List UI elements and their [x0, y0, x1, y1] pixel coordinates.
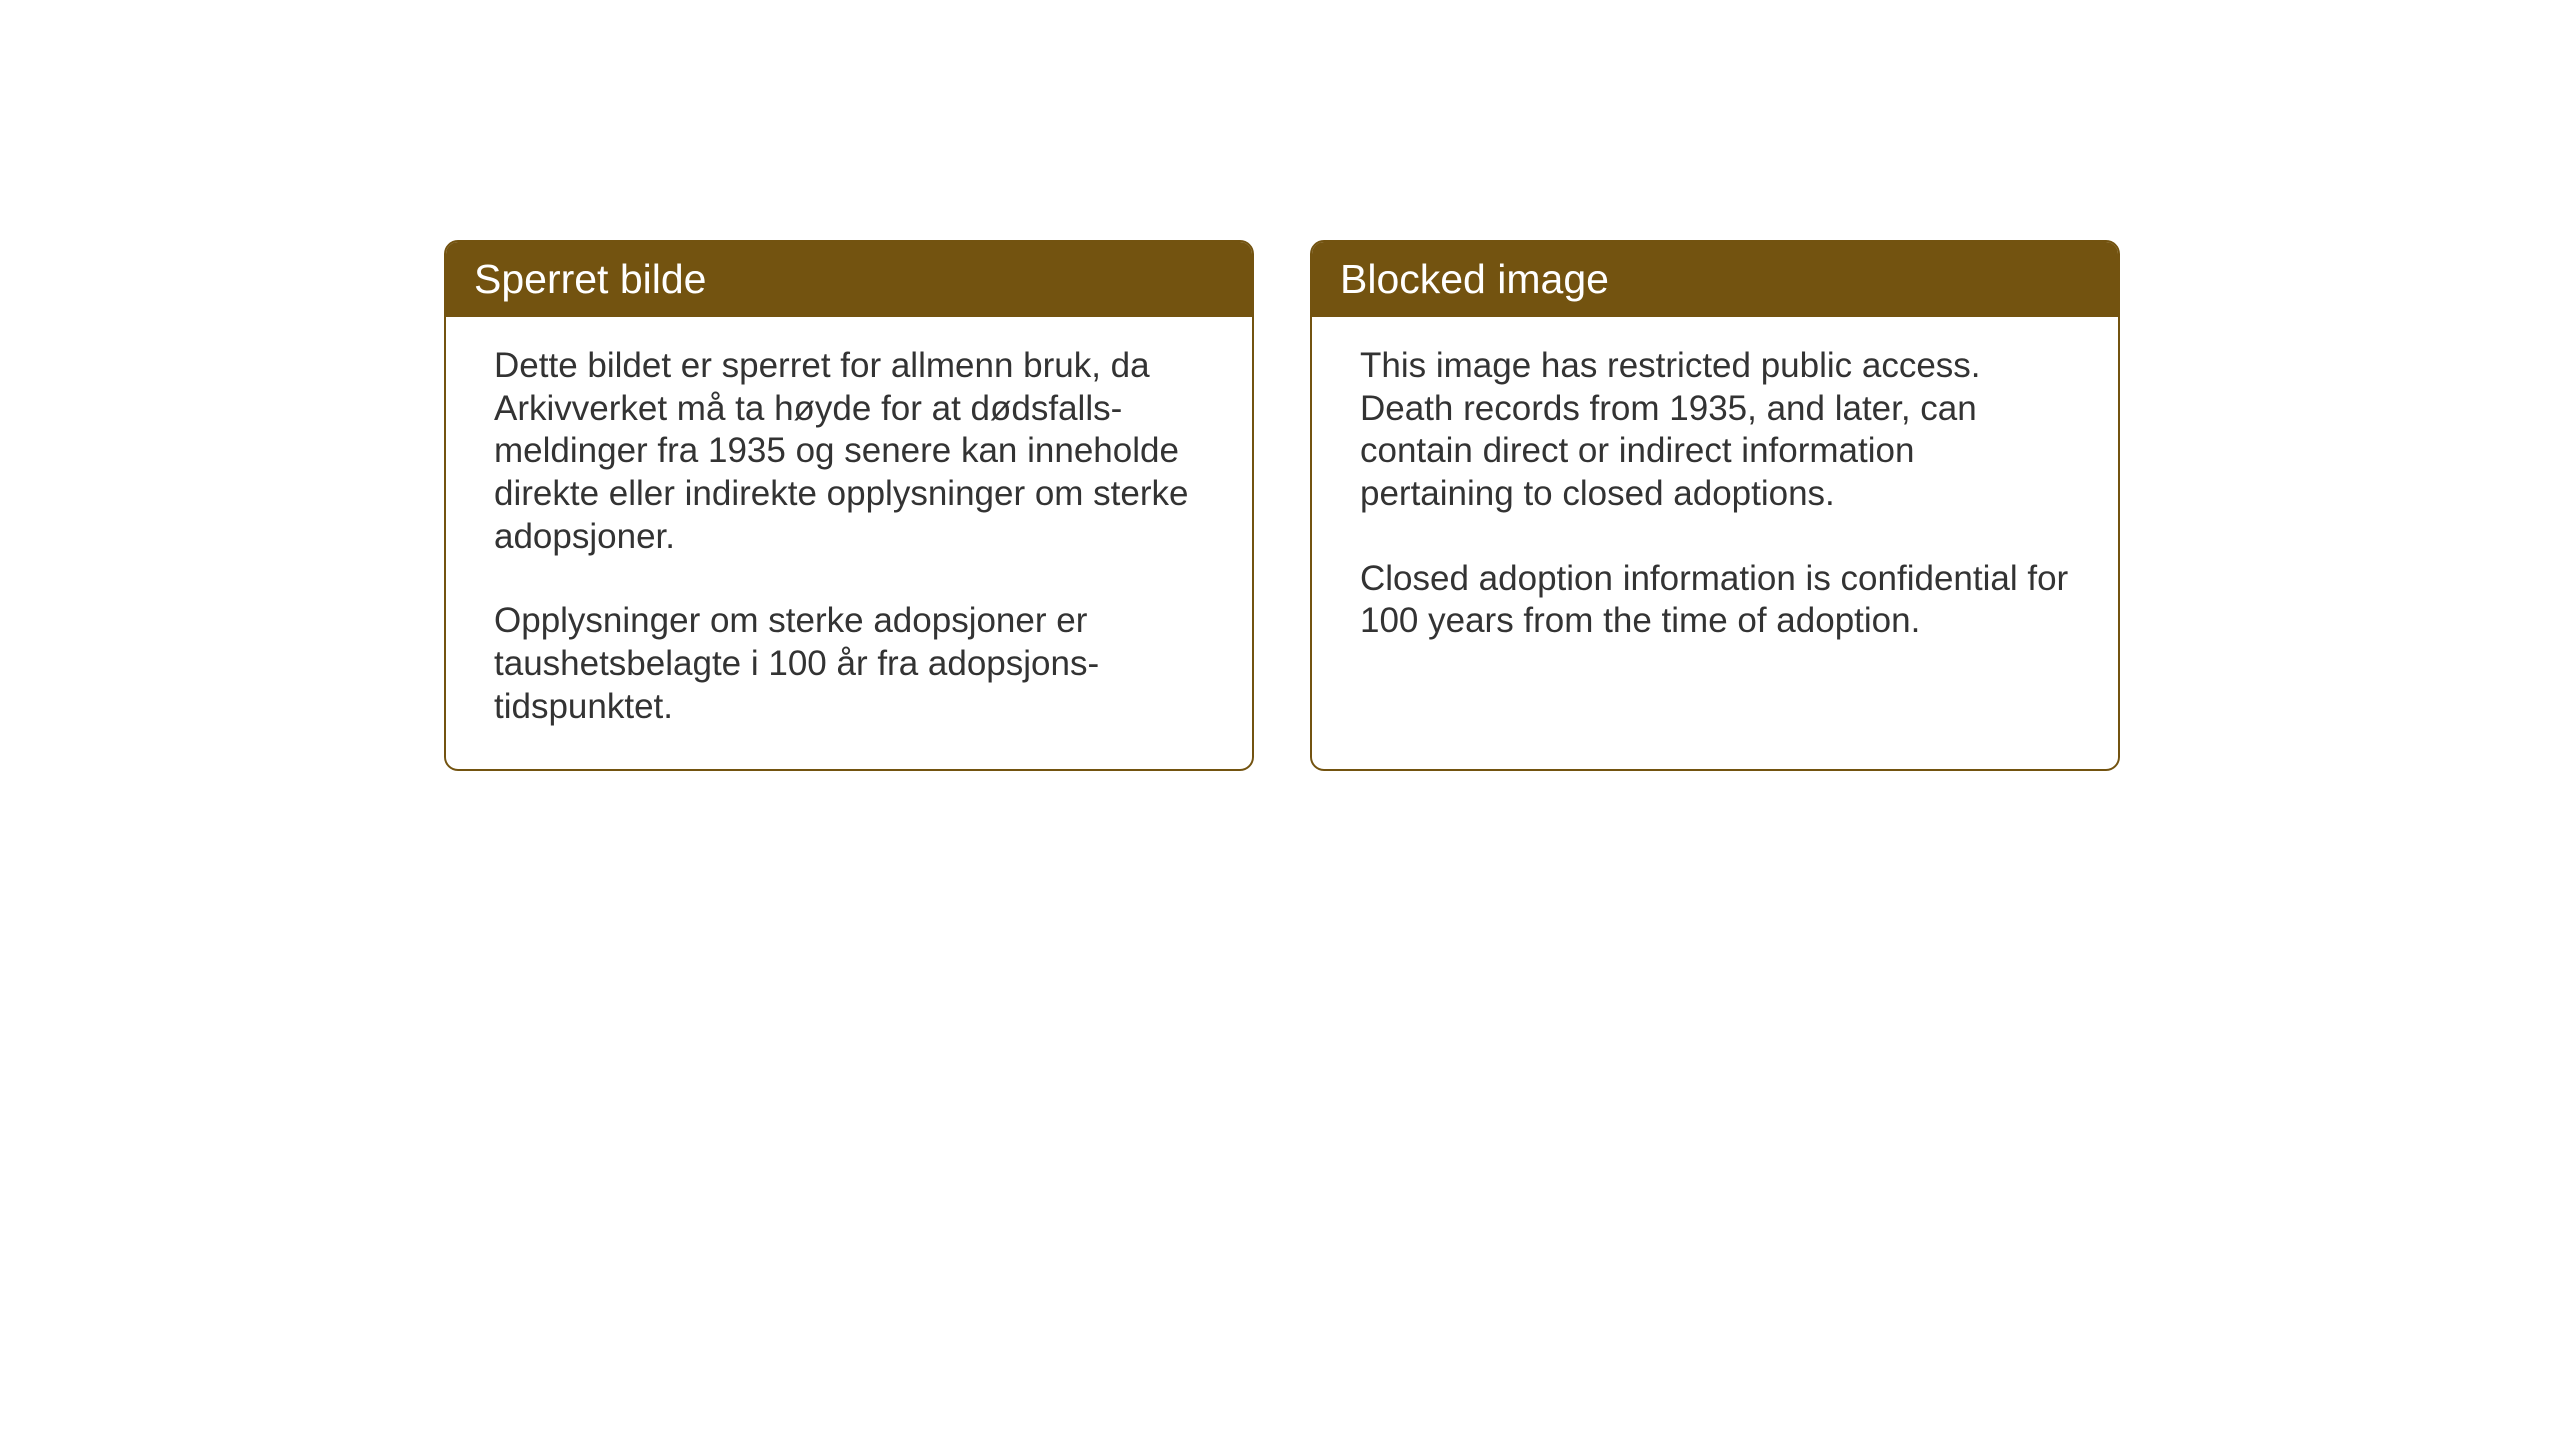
norwegian-card-body: Dette bildet er sperret for allmenn bruk… — [446, 317, 1252, 769]
english-card-title: Blocked image — [1312, 242, 2118, 317]
norwegian-paragraph-2: Opplysninger om sterke adopsjoner er tau… — [494, 600, 1204, 728]
notice-container: Sperret bilde Dette bildet er sperret fo… — [444, 240, 2120, 771]
english-paragraph-2: Closed adoption information is confident… — [1360, 558, 2070, 643]
english-card-body: This image has restricted public access.… — [1312, 317, 2118, 683]
norwegian-notice-card: Sperret bilde Dette bildet er sperret fo… — [444, 240, 1254, 771]
norwegian-card-title: Sperret bilde — [446, 242, 1252, 317]
norwegian-paragraph-1: Dette bildet er sperret for allmenn bruk… — [494, 345, 1204, 558]
english-notice-card: Blocked image This image has restricted … — [1310, 240, 2120, 771]
english-paragraph-1: This image has restricted public access.… — [1360, 345, 2070, 516]
